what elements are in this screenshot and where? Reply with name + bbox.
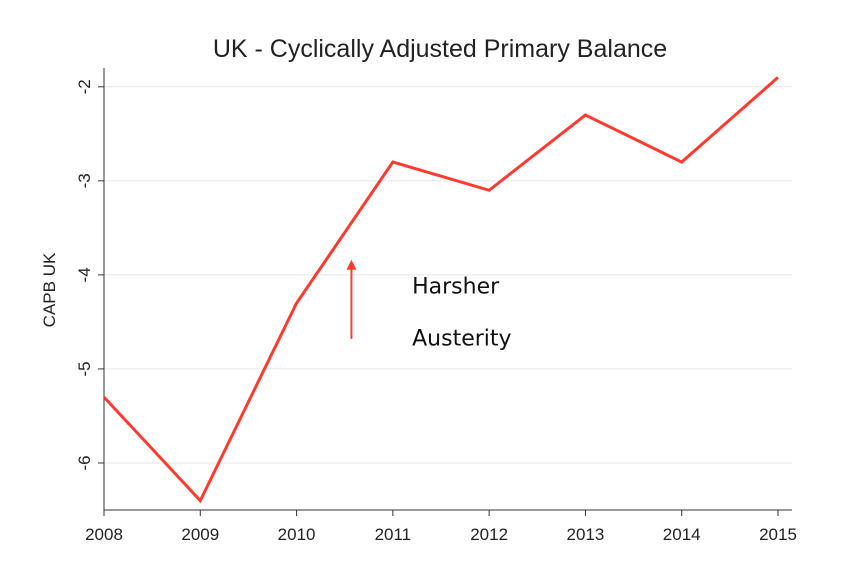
y-axis-ticks: -2 -3 -4 -5 -6: [75, 79, 104, 471]
series-group: [102, 76, 779, 504]
series-line: [102, 76, 779, 504]
x-axis-ticks: 2008 2009 2010 2011 2012 2013 2014 2015: [85, 510, 797, 544]
y-tick-label: -6: [75, 455, 94, 470]
y-tick-label: -2: [75, 79, 94, 94]
annotation-text: Harsher: [412, 275, 500, 300]
axes: [103, 68, 792, 511]
y-axis-label: CAPB UK: [40, 252, 59, 327]
annotation-group: Harsher Austerity: [346, 259, 512, 351]
x-tick-label: 2010: [278, 525, 316, 544]
x-tick-label: 2014: [663, 525, 701, 544]
y-tick-label: -4: [75, 267, 94, 282]
x-tick-label: 2013: [567, 525, 605, 544]
y-tick-label: -5: [75, 361, 94, 376]
annotation-text: Austerity: [412, 326, 511, 351]
chart-title: UK - Cyclically Adjusted Primary Balance: [213, 35, 667, 63]
y-tick-label: -3: [75, 173, 94, 188]
x-tick-label: 2008: [85, 525, 123, 544]
x-tick-label: 2012: [470, 525, 508, 544]
annotation-arrow-head: [346, 259, 357, 270]
x-tick-label: 2011: [375, 525, 412, 544]
x-tick-label: 2009: [181, 525, 219, 544]
x-tick-label: 2015: [759, 525, 797, 544]
